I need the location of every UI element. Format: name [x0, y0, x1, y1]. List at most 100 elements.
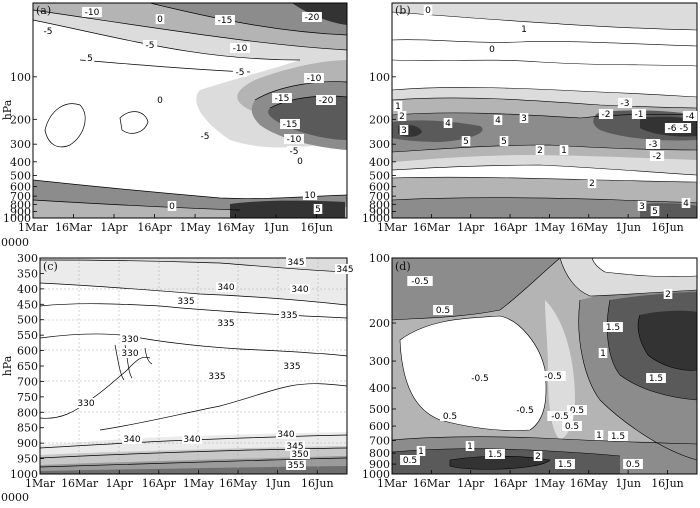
y-tick-label: 300 [17, 252, 38, 265]
panel-c-letter: (c) [43, 260, 58, 273]
x-tick-label: 1Jun [265, 477, 291, 490]
contour-label: 0 [425, 6, 431, 16]
panel-a-frame [32, 2, 348, 219]
x-tick-label: 16Mar [413, 221, 451, 234]
contour-label-bg [681, 198, 691, 208]
panel-b-letter: (b) [395, 4, 411, 17]
contour-label-bg [215, 15, 235, 25]
x-tick-label: 16Apr [142, 477, 177, 490]
contour-label: 1.5 [649, 374, 663, 384]
y-tick-label: 600 [17, 345, 38, 358]
contour-label-bg [302, 12, 322, 22]
contour-label: 4 [683, 199, 689, 209]
contour-label: 0 [169, 202, 175, 212]
contour-label-bg [286, 257, 306, 267]
x-tick-label: 16Mar [61, 477, 99, 490]
y-tick-label: 600 [369, 181, 390, 194]
contour-label: -1 [635, 110, 644, 120]
panel-a-ylabel: hPa [1, 99, 14, 120]
contour-label-bg [499, 136, 509, 146]
contour-label-bg [216, 282, 236, 292]
contour-label: 355 [287, 461, 304, 471]
contour-label: -10 [85, 8, 100, 18]
contour-label-bg [182, 434, 202, 444]
contour-label: 340 [277, 430, 294, 440]
contour-label-bg [279, 310, 299, 320]
y-tick-label: 500 [369, 170, 390, 183]
y-tick-label: 700 [369, 190, 390, 203]
contour-label-bg [197, 131, 213, 141]
contour-label-bg [547, 411, 573, 421]
contour-label-bg [176, 296, 196, 306]
x-tick-label: 16Apr [137, 221, 172, 234]
y-tick-label: 700 [17, 375, 38, 388]
contour-label: 4 [495, 116, 501, 126]
contour-label: 0 [297, 157, 303, 167]
contour-label-bg [519, 113, 529, 123]
x-tick-label: 1May [534, 477, 566, 490]
contour-label-bg [400, 455, 420, 465]
contour-label: 335 [217, 319, 234, 329]
x-tick-label: 1May [534, 221, 566, 234]
y-tick-label: 500 [10, 170, 31, 183]
contour-label-bg [664, 123, 680, 133]
y-tick-label: 300 [10, 138, 31, 151]
contour-label: 1.5 [611, 432, 625, 442]
contour-label: 0.5 [565, 422, 579, 432]
contour-label: -3 [621, 99, 630, 109]
contour-label-bg [393, 101, 403, 111]
contour-label: -10 [307, 74, 322, 84]
contour-label-bg [316, 95, 336, 105]
contour-label: -15 [218, 16, 233, 26]
contour-label: 5 [501, 137, 507, 147]
contour-label: -0.5 [516, 406, 534, 416]
contour-label: 1 [600, 349, 606, 359]
contour-label: 1.5 [558, 460, 572, 470]
y-tick-label: 650 [17, 360, 38, 373]
contour-label-bg [598, 348, 608, 358]
y-tick-label: 200 [10, 113, 31, 126]
y-tick-label: 700 [10, 190, 31, 203]
y-tick-label: 950 [17, 453, 38, 466]
contour-label-bg [461, 136, 471, 146]
panel-d-contour-labels: -0.50.511.521.50.5-0.5-0.5-0.5-0.50.51 1.… [400, 276, 673, 470]
y-tick-label: 100 [10, 71, 31, 84]
contour-label: 335 [177, 297, 194, 307]
contour-label: 335 [280, 311, 297, 321]
contour-label: -0.5 [471, 374, 489, 384]
contour-label-bg [423, 5, 433, 15]
contour-label-bg [313, 204, 323, 214]
contour-label: 0 [157, 15, 163, 25]
contour-label-bg [440, 411, 460, 421]
contour-label: -2 [602, 110, 611, 120]
contour-label-bg [290, 449, 310, 459]
contour-label: 340 [183, 435, 200, 445]
contour-label-bg [284, 134, 304, 144]
contour-label: 1 [418, 447, 424, 457]
contour-label: 2 [537, 146, 543, 156]
contour-label-bg [295, 156, 305, 166]
y-tick-label: 300 [369, 355, 390, 368]
contour-label: 335 [283, 362, 300, 372]
y-tick-label: 400 [17, 283, 38, 296]
contour-label: 330 [121, 335, 138, 345]
contour-label: 350 [291, 450, 308, 460]
contour-label-bg [559, 145, 569, 155]
y-tick-label: 1000 [10, 468, 38, 481]
contour-label: 335 [208, 372, 225, 382]
panel-d [392, 258, 697, 474]
contour-label: -0.5 [411, 277, 429, 287]
x-tick-label: 16May [217, 221, 256, 234]
contour-label: -4 [686, 112, 695, 122]
contour-label-bg [276, 429, 296, 439]
contour-label: 3 [521, 114, 527, 124]
contour-label: -5 [236, 68, 245, 78]
contour-label: 0.5 [570, 406, 584, 416]
contour-label: -3 [649, 140, 658, 150]
contour-label: 0 [489, 45, 495, 55]
contour-label: -10 [233, 44, 248, 54]
contour-label: 5 [652, 207, 658, 217]
